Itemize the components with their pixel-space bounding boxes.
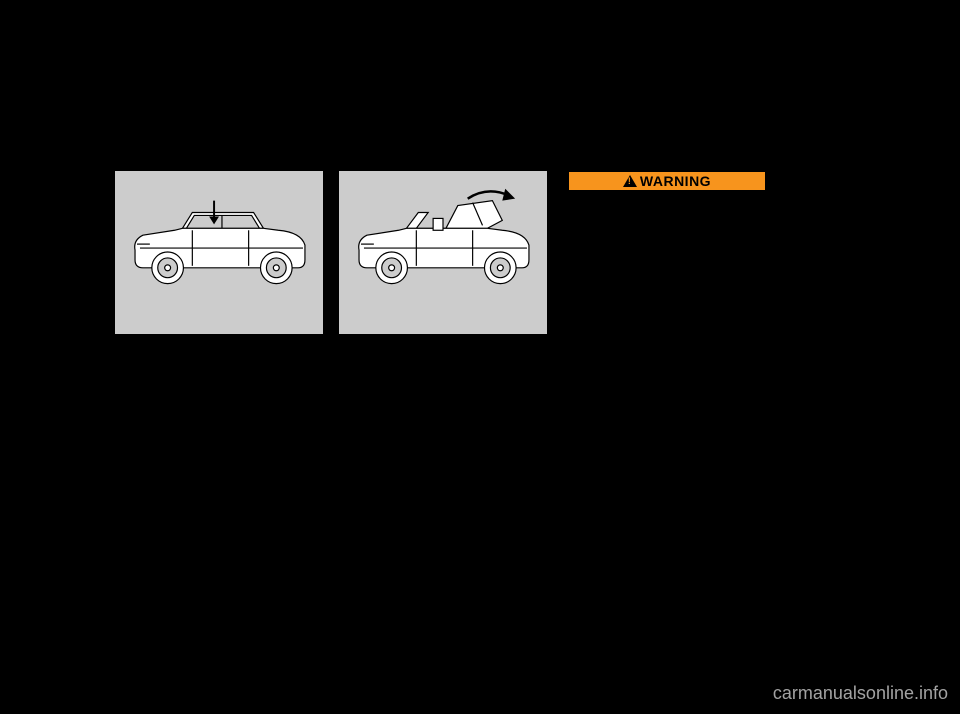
watermark-text: carmanualsonline.info xyxy=(773,683,948,704)
warning-label: WARNING xyxy=(640,173,711,189)
warning-triangle-icon xyxy=(623,175,637,187)
manual-page: WARNING carmanualsonline.info xyxy=(0,0,960,714)
car-top-up-svg xyxy=(115,171,323,334)
car-top-opening-svg xyxy=(339,171,547,334)
car-illustration-top-opening xyxy=(338,170,548,335)
warning-box: WARNING xyxy=(567,170,767,192)
car-illustration-top-up xyxy=(114,170,324,335)
